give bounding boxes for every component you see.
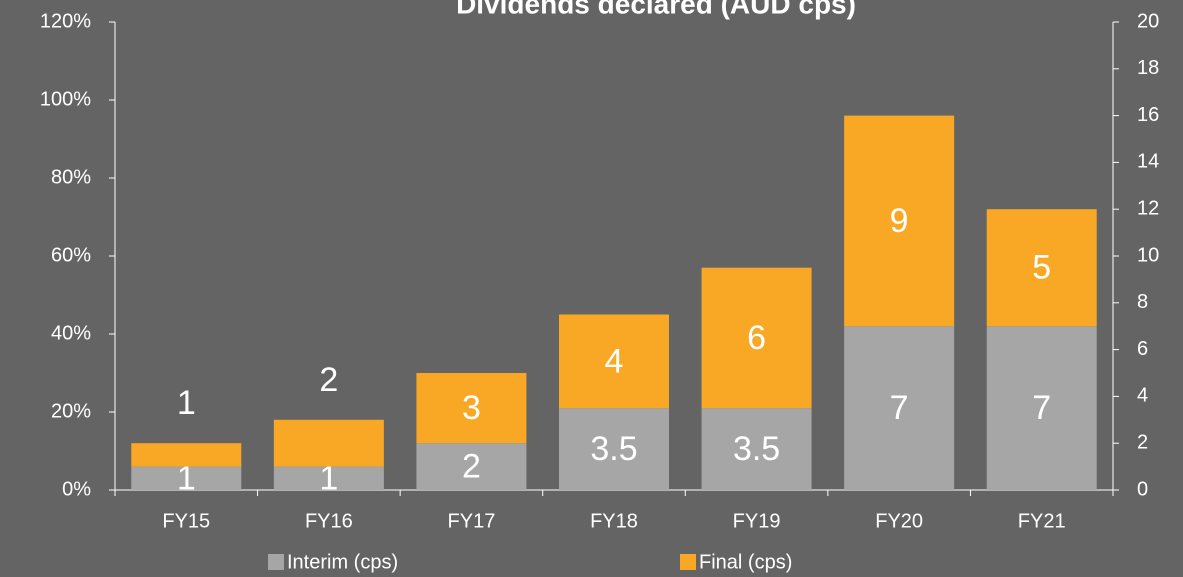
bar-segment xyxy=(273,466,384,490)
bar-segment xyxy=(701,408,812,490)
data-label: 3 xyxy=(462,389,481,427)
legend-label: Final (cps) xyxy=(699,551,792,573)
legend-swatch xyxy=(268,554,284,570)
x-tick-label: FY16 xyxy=(305,510,353,532)
y2-tick-label: 8 xyxy=(1137,291,1148,313)
x-tick-label: FY20 xyxy=(875,510,923,532)
bar-segment xyxy=(416,443,527,490)
x-tick-label: FY21 xyxy=(1018,510,1066,532)
y2-tick-label: 2 xyxy=(1137,431,1148,453)
x-tick-label: FY15 xyxy=(162,510,210,532)
bar-segment xyxy=(416,373,527,444)
bar-segment xyxy=(844,115,955,327)
data-label: 2 xyxy=(319,361,338,399)
data-label: 1 xyxy=(177,384,196,422)
y2-tick-label: 12 xyxy=(1137,197,1159,219)
x-tick-label: FY19 xyxy=(733,510,781,532)
bar-segment xyxy=(986,209,1097,327)
x-tick-label: FY17 xyxy=(448,510,496,532)
y2-tick-label: 4 xyxy=(1137,385,1148,407)
legend-label: Interim (cps) xyxy=(287,551,398,573)
legend-swatch xyxy=(680,554,696,570)
data-label: 7 xyxy=(1032,389,1051,427)
bar-segment xyxy=(131,443,242,467)
bar-segment xyxy=(701,267,812,409)
data-label: 2 xyxy=(462,448,481,486)
y-tick-label: 120% xyxy=(40,10,91,32)
y-tick-label: 20% xyxy=(51,400,91,422)
bar-segment xyxy=(273,419,384,467)
data-label: 4 xyxy=(605,342,624,380)
data-label: 7 xyxy=(890,389,909,427)
y2-tick-label: 14 xyxy=(1137,151,1159,173)
x-tick-label: FY18 xyxy=(590,510,638,532)
chart-title: Dividends declared (AUD cps) xyxy=(456,0,856,19)
data-label: 9 xyxy=(890,202,909,240)
data-label: 3.5 xyxy=(733,430,780,468)
bar-segment xyxy=(559,408,669,490)
y2-tick-label: 20 xyxy=(1137,10,1159,32)
data-label: 1 xyxy=(177,459,196,497)
y2-tick-label: 6 xyxy=(1137,338,1148,360)
y2-tick-label: 10 xyxy=(1137,244,1159,266)
y2-tick-label: 0 xyxy=(1137,478,1148,500)
bar-segment xyxy=(986,326,1097,490)
bar-segment xyxy=(559,314,669,409)
y2-tick-label: 18 xyxy=(1137,57,1159,79)
y-tick-label: 40% xyxy=(51,322,91,344)
y-tick-label: 60% xyxy=(51,244,91,266)
y-tick-label: 80% xyxy=(51,166,91,188)
data-label: 3.5 xyxy=(590,430,637,468)
y-tick-label: 100% xyxy=(40,88,91,110)
bar-segment xyxy=(131,466,242,490)
data-label: 6 xyxy=(747,319,766,357)
bar-segment xyxy=(844,326,955,490)
y2-tick-label: 16 xyxy=(1137,104,1159,126)
data-label: 5 xyxy=(1032,249,1051,287)
data-label: 1 xyxy=(319,459,338,497)
y-tick-label: 0% xyxy=(62,478,91,500)
